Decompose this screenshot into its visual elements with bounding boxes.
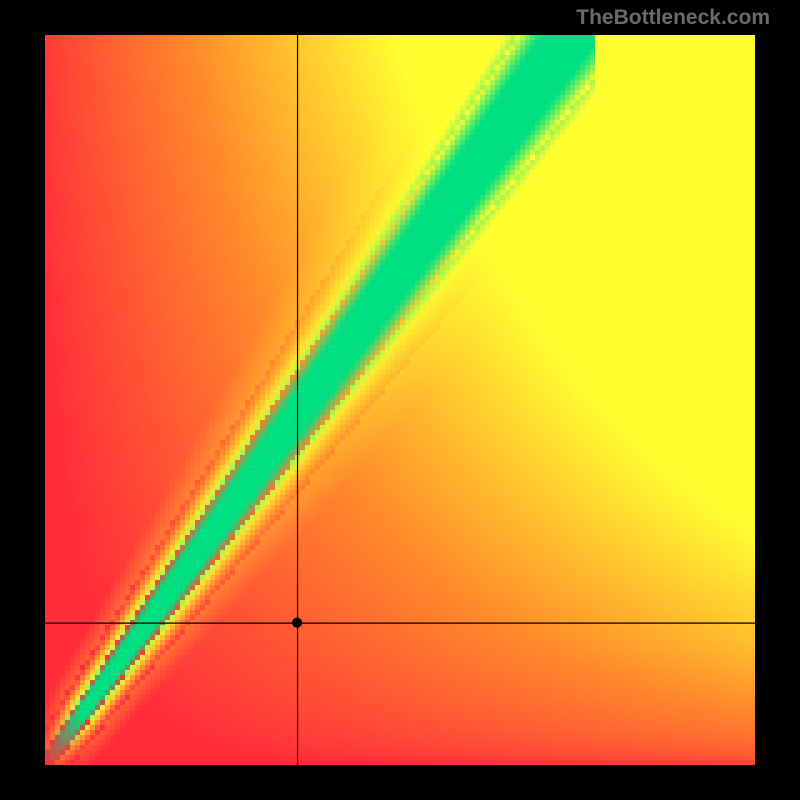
heatmap-plot xyxy=(45,35,755,765)
watermark: TheBottleneck.com xyxy=(576,6,770,30)
chart-container: TheBottleneck.com xyxy=(0,0,800,800)
heatmap-canvas xyxy=(45,35,755,765)
